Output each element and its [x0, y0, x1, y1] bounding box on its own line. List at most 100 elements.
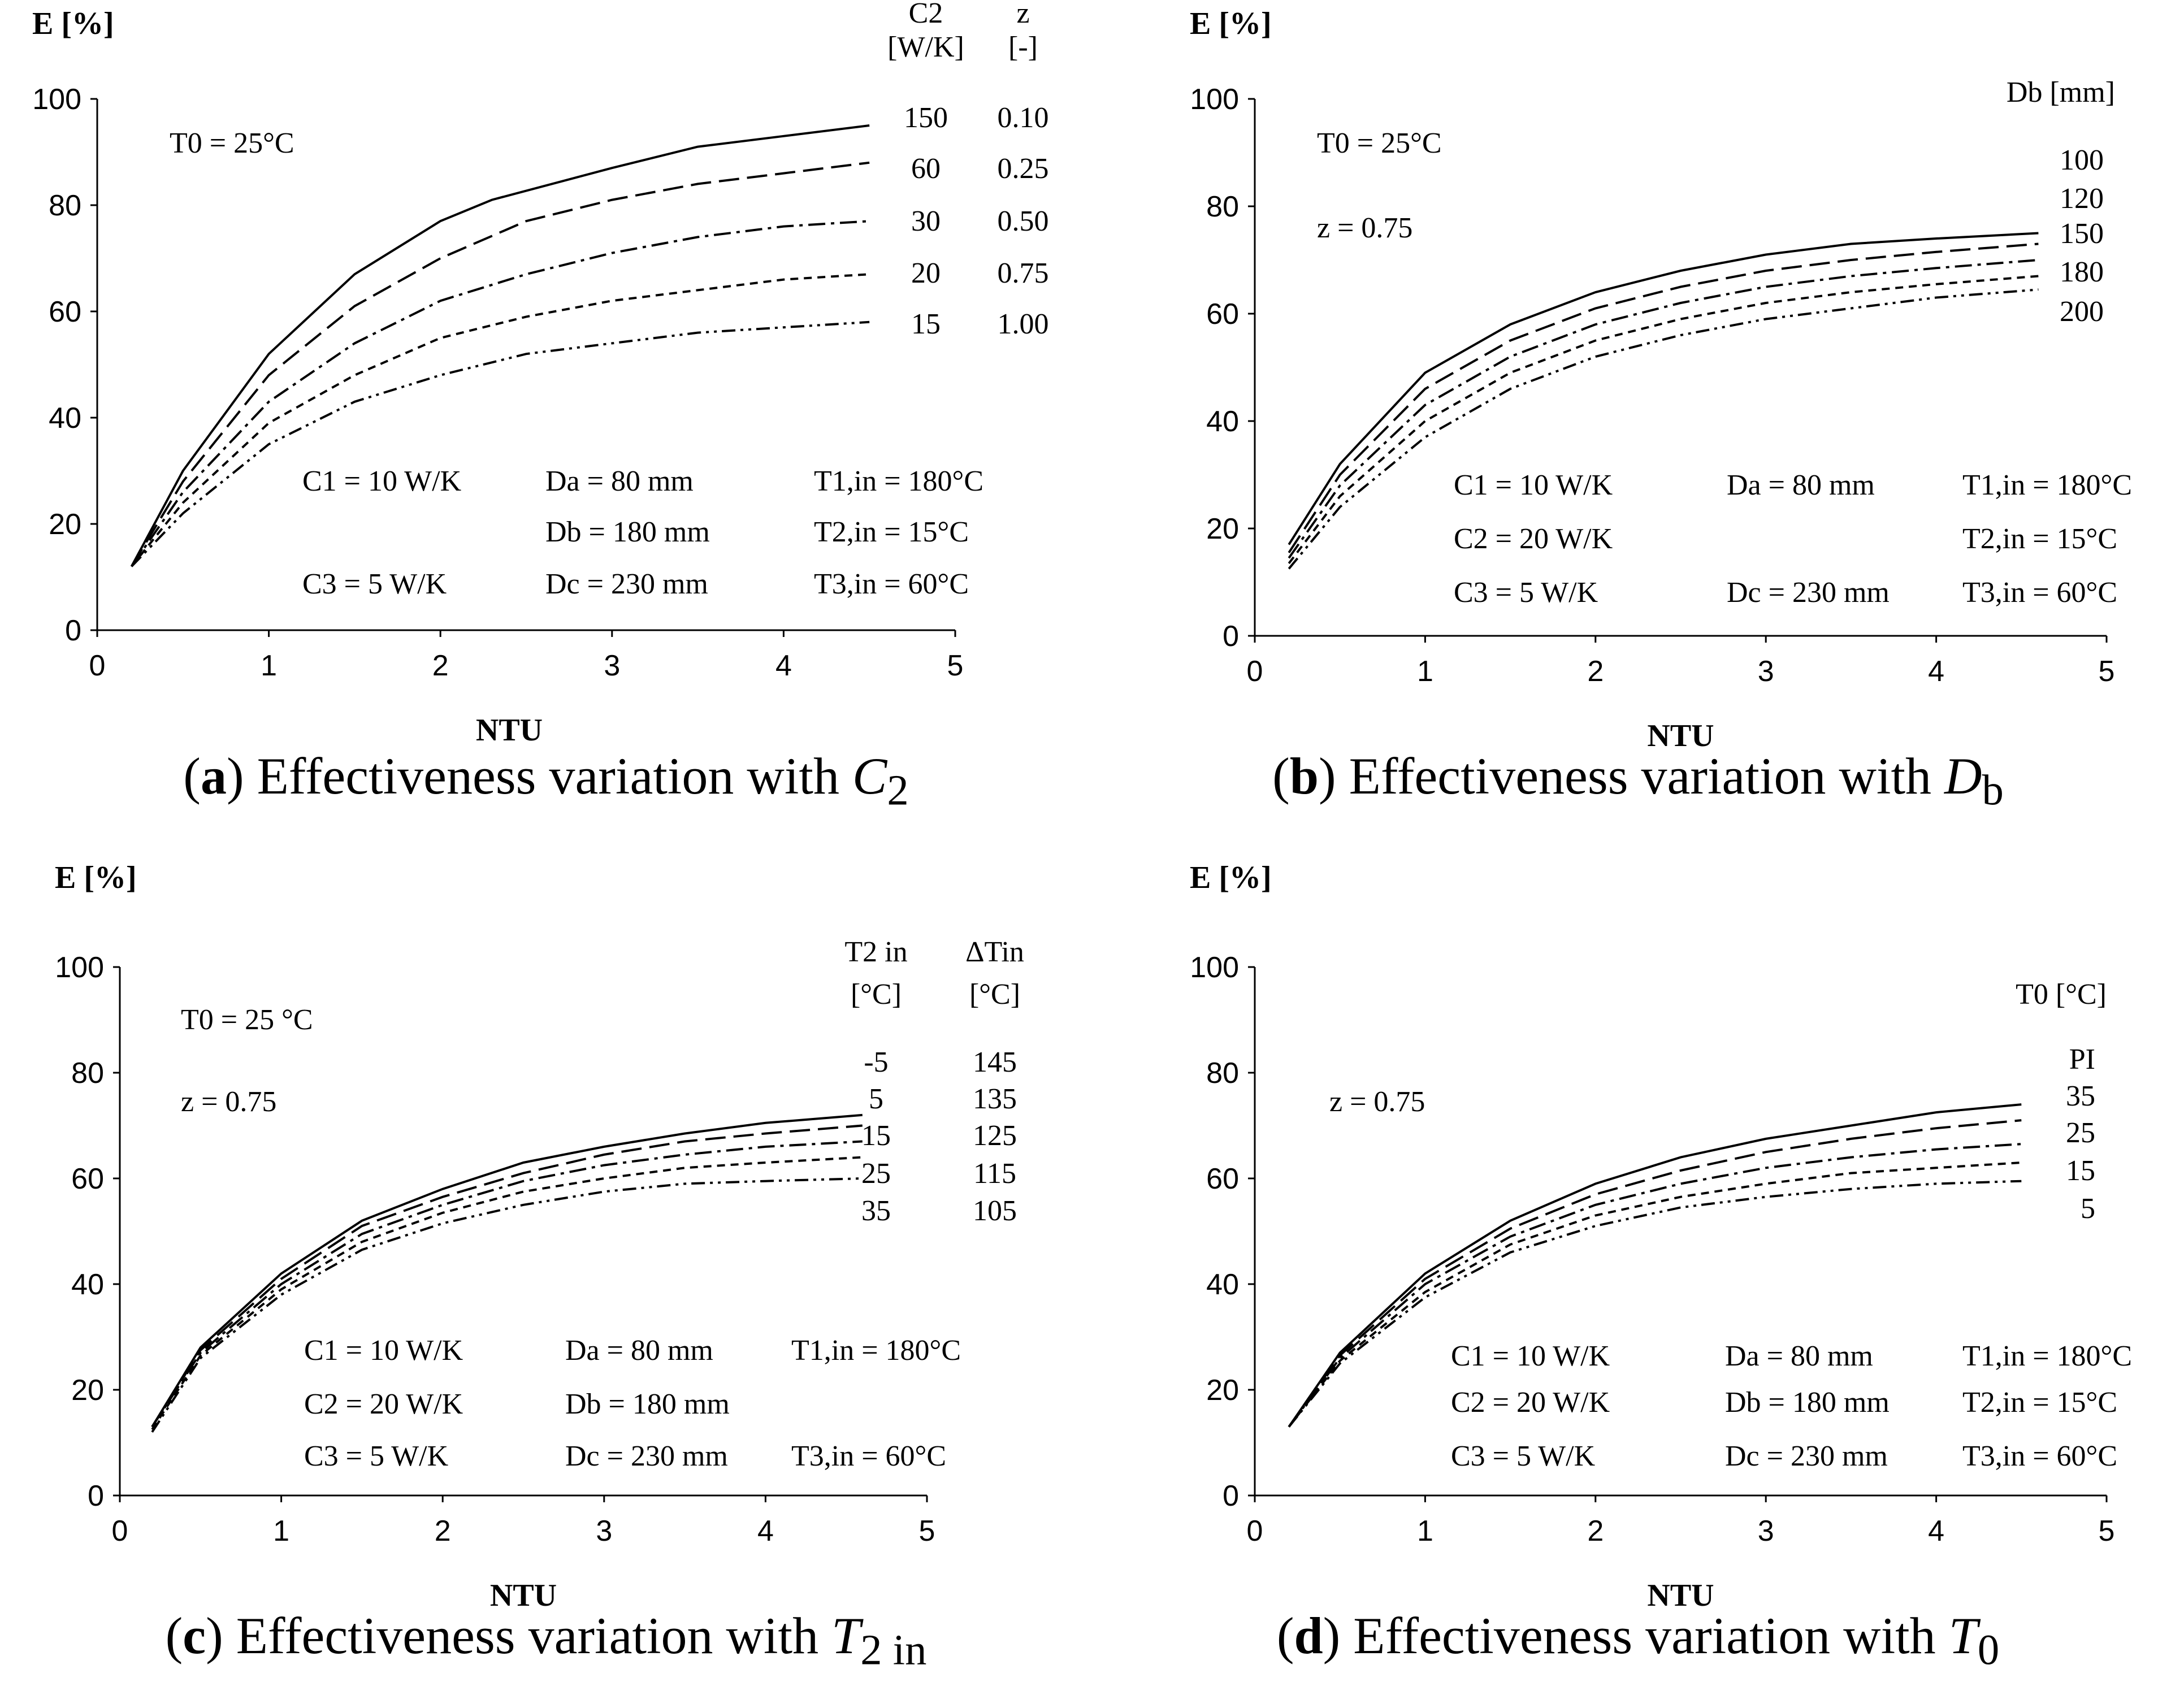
parameter-note: Db = 180 mm [545, 516, 710, 548]
parameter-note: z = 0.75 [181, 1086, 276, 1118]
caption-sub: b [1982, 766, 2004, 814]
parameter-note: T1,in = 180°C [791, 1334, 961, 1367]
parameter-note: T3,in = 60°C [1962, 576, 2117, 609]
y-tick-label: 40 [1206, 1268, 1239, 1301]
legend-header: ΔTin [965, 936, 1024, 968]
series-line-3 [131, 220, 870, 567]
legend-entry: 35 [2066, 1080, 2095, 1112]
legend-entry: 145 [973, 1046, 1017, 1078]
series-line-4 [1288, 1161, 2022, 1428]
parameter-note: C3 = 5 W/K [302, 568, 447, 600]
parameter-note: Da = 80 mm [545, 465, 694, 497]
parameter-note: Da = 80 mm [565, 1334, 713, 1367]
panel-c: 0 20 40 60 80 100 0 1 2 3 4 5 E [%] NTU T2 in [°C] ΔTin [… [0, 854, 1092, 1708]
legend-entry: 150 [2060, 218, 2104, 250]
y-tick-label: 40 [71, 1268, 104, 1301]
series-line-1 [151, 1113, 863, 1428]
y-axis-label: E [%] [32, 6, 114, 41]
y-tick-label: 80 [1206, 1057, 1239, 1090]
legend-header: [°C] [851, 978, 902, 1011]
x-axis-label: NTU [476, 713, 543, 748]
legend-header: [-] [1008, 31, 1038, 63]
parameter-note: Dc = 230 mm [565, 1440, 728, 1472]
caption-symbol: T [1948, 1607, 1978, 1664]
y-tick-label: 80 [1206, 190, 1239, 223]
series-line-1 [130, 124, 870, 567]
y-axis-label: E [%] [1190, 6, 1272, 41]
x-tick-label: 2 [432, 649, 449, 682]
legend-entry: 15 [861, 1120, 891, 1152]
series-line-2 [1288, 1119, 2022, 1428]
series-line-4 [131, 273, 870, 567]
x-tick-label: 0 [1247, 655, 1263, 688]
x-tick-label: 1 [1417, 655, 1433, 688]
parameter-note: Da = 80 mm [1725, 1340, 1873, 1372]
parameter-note: Da = 80 mm [1727, 469, 1875, 501]
legend-entry: 200 [2060, 296, 2104, 328]
legend-entry: 150 [904, 102, 948, 134]
series-line-4 [151, 1156, 863, 1430]
y-tick-label: 40 [1206, 405, 1239, 438]
x-tick-label: 5 [2099, 655, 2115, 688]
chart-d: 0 20 40 60 80 100 0 1 2 3 4 5 E [%] NTU T0 [°C] PI 35 25 1… [1190, 860, 2132, 1613]
x-axis-label: NTU [1647, 718, 1714, 753]
caption-c: (c) Effectiveness variation with T2 in [165, 1607, 927, 1674]
legend-entry: 5 [869, 1083, 883, 1115]
parameter-note: z = 0.75 [1329, 1086, 1425, 1118]
panel-d: 0 20 40 60 80 100 0 1 2 3 4 5 E [%] NTU T0 [°C] PI 35 25 1… [1092, 854, 2184, 1708]
y-tick-label: 100 [1190, 83, 1239, 116]
parameter-note: T2,in = 15°C [1962, 523, 2117, 555]
x-tick-label: 3 [1758, 655, 1774, 688]
x-tick-label: 2 [1587, 655, 1604, 688]
series-line-1 [1288, 232, 2039, 545]
y-tick-label: 60 [1206, 298, 1239, 331]
parameter-note: T0 = 25°C [170, 127, 294, 159]
y-tick-label: 60 [71, 1163, 104, 1195]
parameter-note: Dc = 230 mm [1727, 576, 1890, 609]
y-tick-label: 0 [65, 614, 81, 647]
series-line-5 [1288, 1180, 2022, 1428]
caption-symbol: D [1944, 747, 1982, 805]
caption-symbol: T [831, 1607, 861, 1664]
y-tick-label: 80 [49, 189, 81, 222]
legend-entry: 15 [911, 308, 941, 340]
x-tick-label: 1 [261, 649, 277, 682]
parameter-note: T0 = 25°C [1317, 127, 1442, 159]
legend-entry: 120 [2060, 183, 2104, 215]
parameter-note: z = 0.75 [1317, 212, 1412, 244]
legend-entry: 25 [861, 1158, 891, 1190]
parameter-note: T1,in = 180°C [814, 465, 983, 497]
panel-a: 0 20 40 60 80 100 0 1 2 3 4 5 E [%] NTU C2 [W/K] z [-] 150… [0, 0, 1092, 854]
y-tick-label: 100 [1190, 951, 1239, 984]
y-tick-label: 0 [1223, 620, 1239, 653]
legend-entry: 30 [911, 205, 941, 237]
legend-entry: 60 [911, 153, 941, 185]
caption-sub: 2 [887, 766, 909, 814]
parameter-note: T3,in = 60°C [791, 1440, 946, 1472]
legend-entry: 0.75 [998, 257, 1049, 289]
caption-d: (d) Effectiveness variation with T0 [1276, 1607, 2000, 1674]
legend-entry: 135 [973, 1083, 1017, 1115]
y-tick-label: 20 [1206, 513, 1239, 545]
x-tick-label: 3 [1758, 1515, 1774, 1547]
parameter-note: C3 = 5 W/K [1451, 1440, 1596, 1472]
legend-entry: 0.50 [998, 205, 1049, 237]
series-line-3 [1288, 259, 2039, 559]
legend-header: C2 [909, 0, 943, 29]
caption-sub: 2 in [860, 1625, 927, 1674]
legend-entry: 1.00 [998, 308, 1049, 340]
x-tick-label: 3 [604, 649, 620, 682]
x-tick-label: 1 [273, 1515, 289, 1547]
legend-entry: 105 [973, 1195, 1017, 1227]
legend-entry: 20 [911, 257, 941, 289]
series-line-4 [1288, 275, 2039, 565]
parameter-note: C2 = 20 W/K [1454, 523, 1613, 555]
chart-c: 0 20 40 60 80 100 0 1 2 3 4 5 E [%] NTU T2 in [°C] ΔTin [… [55, 860, 1024, 1613]
x-tick-label: 4 [757, 1515, 774, 1547]
caption-text: Effectiveness variation with [1349, 747, 1945, 805]
parameter-note: C2 = 20 W/K [1451, 1386, 1610, 1419]
x-tick-label: 1 [1417, 1515, 1433, 1547]
series-line-5 [131, 320, 870, 567]
